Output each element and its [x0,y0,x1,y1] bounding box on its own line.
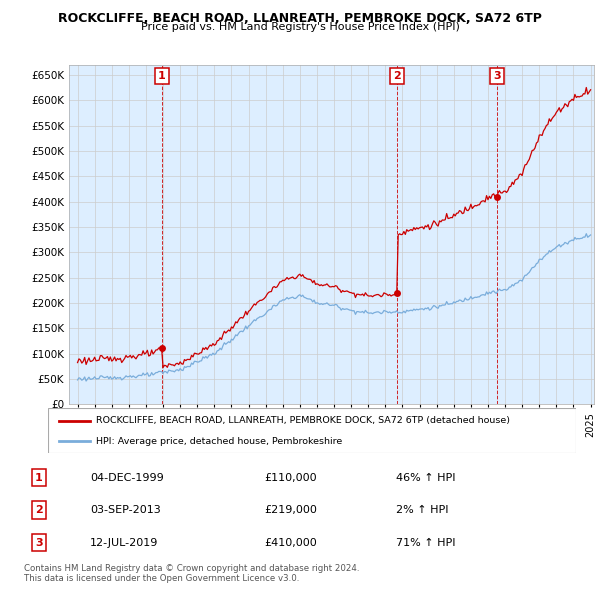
Text: 1: 1 [158,71,166,81]
Text: £110,000: £110,000 [264,473,317,483]
Text: Price paid vs. HM Land Registry's House Price Index (HPI): Price paid vs. HM Land Registry's House … [140,22,460,32]
Text: £410,000: £410,000 [264,537,317,548]
Text: ROCKCLIFFE, BEACH ROAD, LLANREATH, PEMBROKE DOCK, SA72 6TP: ROCKCLIFFE, BEACH ROAD, LLANREATH, PEMBR… [58,12,542,25]
Text: Contains HM Land Registry data © Crown copyright and database right 2024.
This d: Contains HM Land Registry data © Crown c… [24,563,359,583]
Text: £219,000: £219,000 [264,505,317,515]
Text: 3: 3 [493,71,501,81]
Text: 1: 1 [35,473,43,483]
Text: HPI: Average price, detached house, Pembrokeshire: HPI: Average price, detached house, Pemb… [95,437,342,446]
Text: 04-DEC-1999: 04-DEC-1999 [90,473,164,483]
Text: 46% ↑ HPI: 46% ↑ HPI [396,473,455,483]
Text: 2: 2 [35,505,43,515]
Text: ROCKCLIFFE, BEACH ROAD, LLANREATH, PEMBROKE DOCK, SA72 6TP (detached house): ROCKCLIFFE, BEACH ROAD, LLANREATH, PEMBR… [95,416,509,425]
Text: 12-JUL-2019: 12-JUL-2019 [90,537,158,548]
FancyBboxPatch shape [48,408,576,453]
Text: 03-SEP-2013: 03-SEP-2013 [90,505,161,515]
Text: 71% ↑ HPI: 71% ↑ HPI [396,537,455,548]
Text: 2: 2 [393,71,401,81]
Text: 2% ↑ HPI: 2% ↑ HPI [396,505,449,515]
Text: 3: 3 [35,537,43,548]
